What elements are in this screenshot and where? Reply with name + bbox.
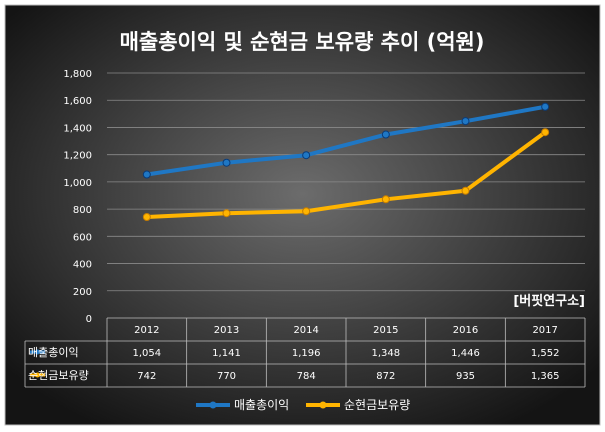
table-row: 매출총이익 1,054 1,141 1,196 1,348 1,446 1,552: [28, 346, 559, 359]
table-row: 순현금보유량 742 770 784 872 935 1,365: [28, 369, 559, 382]
table-cell: 1,446: [451, 348, 480, 359]
table-row-label: 매출총이익: [28, 346, 79, 359]
y-tick-label: 1,800: [63, 69, 92, 80]
legend-marker: [319, 401, 327, 409]
chart-background: [4, 4, 601, 426]
data-point: [142, 213, 151, 222]
source-annotation: [버핏연구소]: [513, 293, 585, 309]
data-point: [142, 170, 151, 179]
x-tick-label: 2015: [373, 325, 398, 336]
legend-item: 매출총이익: [196, 398, 289, 412]
row-legend-marker: [35, 349, 40, 355]
y-tick-label: 200: [73, 287, 92, 298]
y-axis-ticks: 1,800 1,600 1,400 1,200 1,000 800 600 400 200 0: [63, 69, 92, 325]
chart-title: 매출총이익 및 순현금 보유량 추이 (억원): [120, 30, 485, 54]
legend-label: 순현금보유량: [344, 398, 410, 412]
y-tick-label: 400: [73, 260, 92, 271]
y-tick-label: 600: [73, 232, 92, 243]
table-cell: 742: [137, 371, 156, 382]
row-legend-marker: [35, 372, 40, 378]
y-tick-label: 1,000: [63, 178, 92, 189]
data-point: [381, 130, 390, 139]
table-cell: 1,196: [292, 348, 321, 359]
data-point: [302, 207, 311, 216]
y-tick-label: 1,200: [63, 151, 92, 162]
x-tick-label: 2017: [532, 325, 557, 336]
y-tick-label: 1,400: [63, 123, 92, 134]
data-point: [461, 117, 470, 126]
series-line: [146, 130, 547, 220]
table-row-label: 순현금보유량: [28, 369, 89, 382]
data-point: [541, 128, 550, 137]
y-tick-label: 800: [73, 205, 92, 216]
data-point: [222, 158, 231, 167]
table-cell: 784: [297, 371, 316, 382]
series-line: [146, 104, 546, 177]
y-tick-label: 0: [86, 314, 92, 325]
legend-item: 순현금보유량: [306, 398, 410, 412]
x-tick-label: 2012: [134, 325, 159, 336]
legend-label: 매출총이익: [234, 398, 289, 412]
data-point: [381, 195, 390, 204]
x-tick-label: 2016: [453, 325, 478, 336]
data-point: [461, 186, 470, 195]
series-points: [142, 102, 550, 222]
x-tick-label: 2014: [293, 325, 318, 336]
table-cell: 872: [376, 371, 395, 382]
legend-marker: [209, 401, 217, 409]
table-cell: 1,141: [212, 348, 241, 359]
legend: 매출총이익 순현금보유량: [196, 398, 410, 412]
data-table: 2012 2013 2014 2015 2016 2017 매출총이익 1,054 1,141 1…: [24, 317, 586, 388]
table-cell: 1,365: [531, 371, 560, 382]
series-lines: [146, 104, 547, 220]
gridlines: [107, 72, 585, 292]
table-cell: 1,054: [133, 348, 162, 359]
table-cell: 770: [217, 371, 236, 382]
data-point: [302, 151, 311, 160]
data-point: [222, 209, 231, 218]
table-cell: 1,552: [531, 348, 560, 359]
table-cell: 935: [456, 371, 475, 382]
y-tick-label: 1,600: [63, 96, 92, 107]
data-point: [541, 102, 550, 111]
table-cell: 1,348: [372, 348, 401, 359]
x-tick-label: 2013: [214, 325, 239, 336]
